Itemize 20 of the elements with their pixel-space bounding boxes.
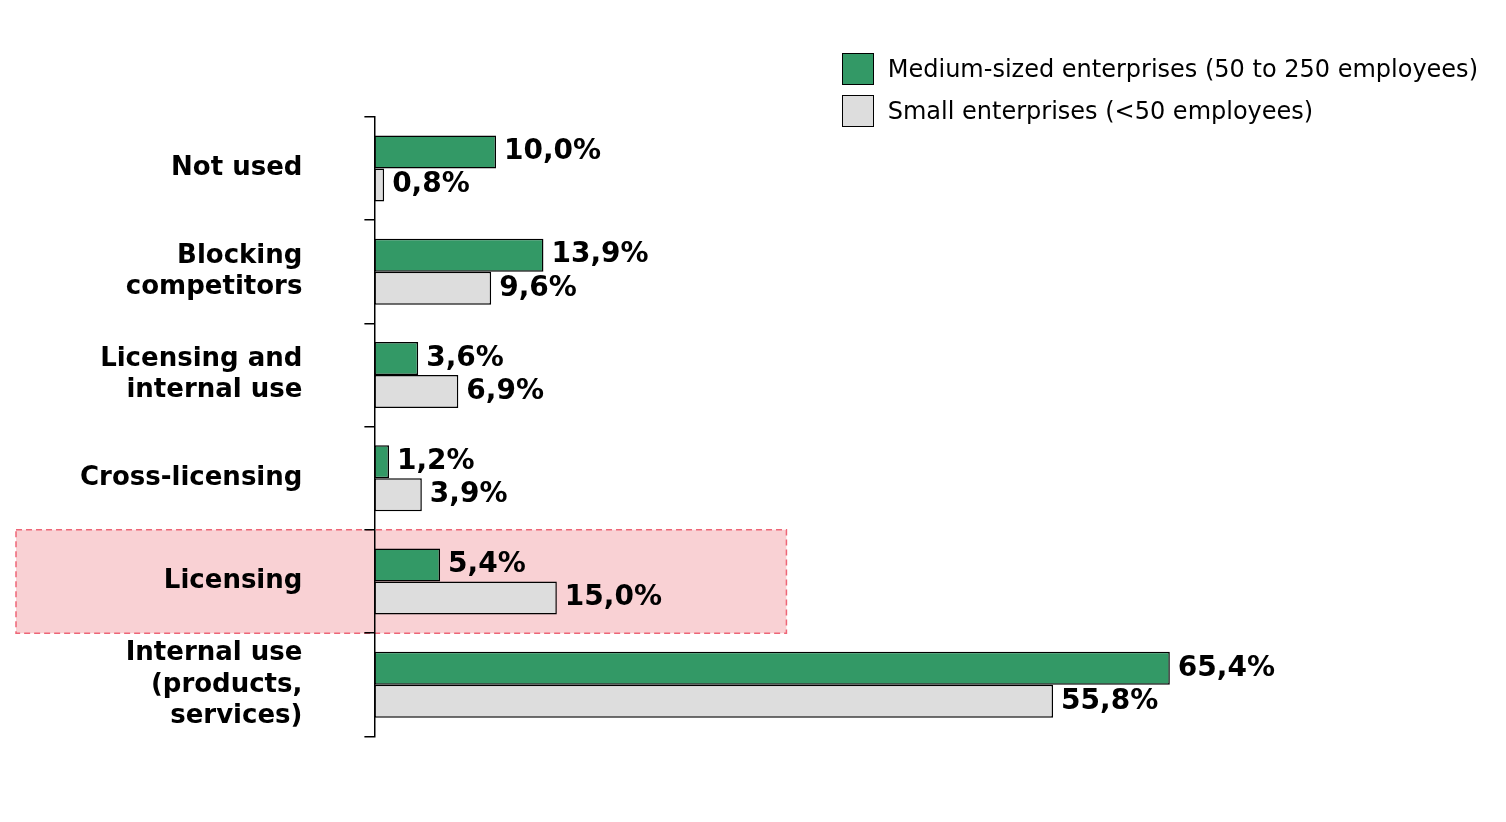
legend-label: Medium-sized enterprises (50 to 250 employees): [887, 55, 1478, 83]
data-label: 3,9%: [429, 476, 508, 510]
data-label: 9,6%: [499, 269, 577, 303]
y-tick-label: Licensing and internal use: [100, 342, 303, 404]
data-label: 3,6%: [426, 339, 504, 373]
y-tick-label: Licensing: [163, 564, 303, 595]
data-label: 55,8%: [1061, 682, 1159, 716]
y-tick-label: Cross-licensing: [79, 460, 303, 491]
data-label: 5,4%: [448, 546, 526, 580]
legend-label: Small enterprises (<50 employees): [887, 97, 1314, 125]
data-label: 1,2%: [396, 442, 475, 476]
data-label: 65,4%: [1177, 649, 1275, 683]
y-tick-label: Internal use (products, services): [125, 636, 303, 729]
data-label: 0,8%: [392, 166, 470, 200]
data-label: 10,0%: [504, 133, 602, 167]
data-label: 15,0%: [564, 579, 662, 613]
y-tick-label: Blocking competitors: [125, 238, 303, 301]
data-label: 6,9%: [466, 372, 544, 406]
y-tick-label: Not used: [171, 151, 303, 182]
data-label: 13,9%: [551, 236, 649, 270]
